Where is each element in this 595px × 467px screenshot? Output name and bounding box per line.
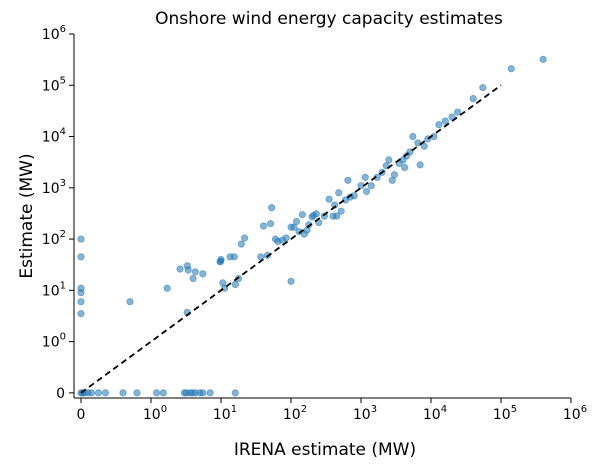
data-point (507, 65, 515, 73)
data-point (287, 277, 295, 285)
data-point (77, 298, 85, 306)
data-point (367, 182, 375, 190)
data-point (77, 310, 85, 318)
data-point (409, 132, 417, 141)
data-point (292, 217, 301, 226)
y-tick-label: 104 (42, 127, 66, 146)
data-point (333, 212, 341, 220)
data-point (159, 389, 167, 397)
data-point (298, 211, 306, 219)
x-tick-label: 102 (283, 404, 307, 423)
data-point (344, 176, 352, 184)
data-point (335, 189, 343, 197)
data-point (133, 389, 141, 397)
y-axis-ticks: 0 100 101 102 103 104 105 106 (42, 24, 74, 402)
data-point (199, 270, 207, 278)
data-point (282, 234, 290, 242)
data-point (469, 94, 477, 103)
data-points (77, 55, 547, 397)
y-tick-label: 0 (56, 386, 65, 402)
data-point (290, 223, 298, 231)
data-point (206, 389, 214, 397)
data-point (94, 389, 103, 397)
data-point (390, 171, 398, 179)
data-point (268, 204, 276, 212)
chart-title: Onshore wind energy capacity estimates (155, 9, 503, 29)
data-point (199, 389, 207, 397)
data-point (77, 235, 85, 243)
data-point (191, 268, 199, 276)
y-axis-label: Estimate (MW) (17, 153, 37, 278)
data-point (176, 265, 184, 273)
axes (73, 34, 571, 399)
data-point (217, 255, 225, 264)
data-point (435, 121, 443, 129)
data-point (414, 139, 422, 147)
x-axis-label: IRENA estimate (MW) (234, 440, 416, 460)
data-point (362, 187, 371, 196)
data-point (257, 253, 265, 261)
data-point (416, 161, 424, 169)
data-point (350, 192, 358, 200)
data-point (312, 210, 320, 218)
y-tick-label: 105 (42, 75, 66, 94)
data-point (230, 253, 238, 261)
x-tick-label: 106 (563, 404, 587, 423)
data-point (119, 389, 127, 397)
data-point (126, 298, 134, 306)
y-tick-label: 103 (42, 178, 66, 197)
data-point (266, 220, 275, 228)
data-point (420, 142, 428, 150)
data-point (231, 389, 239, 397)
x-tick-label: 100 (143, 404, 167, 423)
data-point (231, 280, 239, 289)
data-point (101, 389, 110, 397)
data-point (240, 234, 249, 242)
data-point (259, 222, 268, 230)
data-point (401, 163, 409, 171)
data-point (539, 55, 547, 63)
x-axis-ticks: 0 100 101 102 103 104 105 106 (77, 398, 587, 423)
data-point (325, 195, 333, 203)
data-point (337, 207, 345, 215)
reference-line-group (80, 84, 502, 394)
data-point (152, 389, 161, 397)
y-tick-label: 101 (42, 280, 66, 299)
x-tick-label: 101 (213, 404, 237, 423)
data-point (454, 108, 462, 116)
data-point (77, 253, 85, 261)
data-point (361, 173, 369, 181)
x-tick-label: 104 (423, 404, 447, 423)
data-point (189, 274, 197, 283)
data-point (237, 240, 245, 248)
data-point (479, 84, 487, 92)
data-point (163, 284, 171, 292)
data-point (441, 117, 449, 125)
x-tick-label: 0 (77, 407, 86, 423)
x-tick-label: 103 (353, 404, 377, 423)
y-tick-label: 100 (42, 332, 66, 351)
data-point (385, 156, 393, 164)
x-tick-label: 105 (493, 404, 517, 423)
data-point (77, 289, 85, 297)
y-tick-label: 102 (42, 229, 66, 248)
data-point (184, 266, 192, 274)
reference-line (80, 84, 502, 394)
y-tick-label: 106 (42, 24, 66, 43)
data-point (87, 389, 96, 397)
